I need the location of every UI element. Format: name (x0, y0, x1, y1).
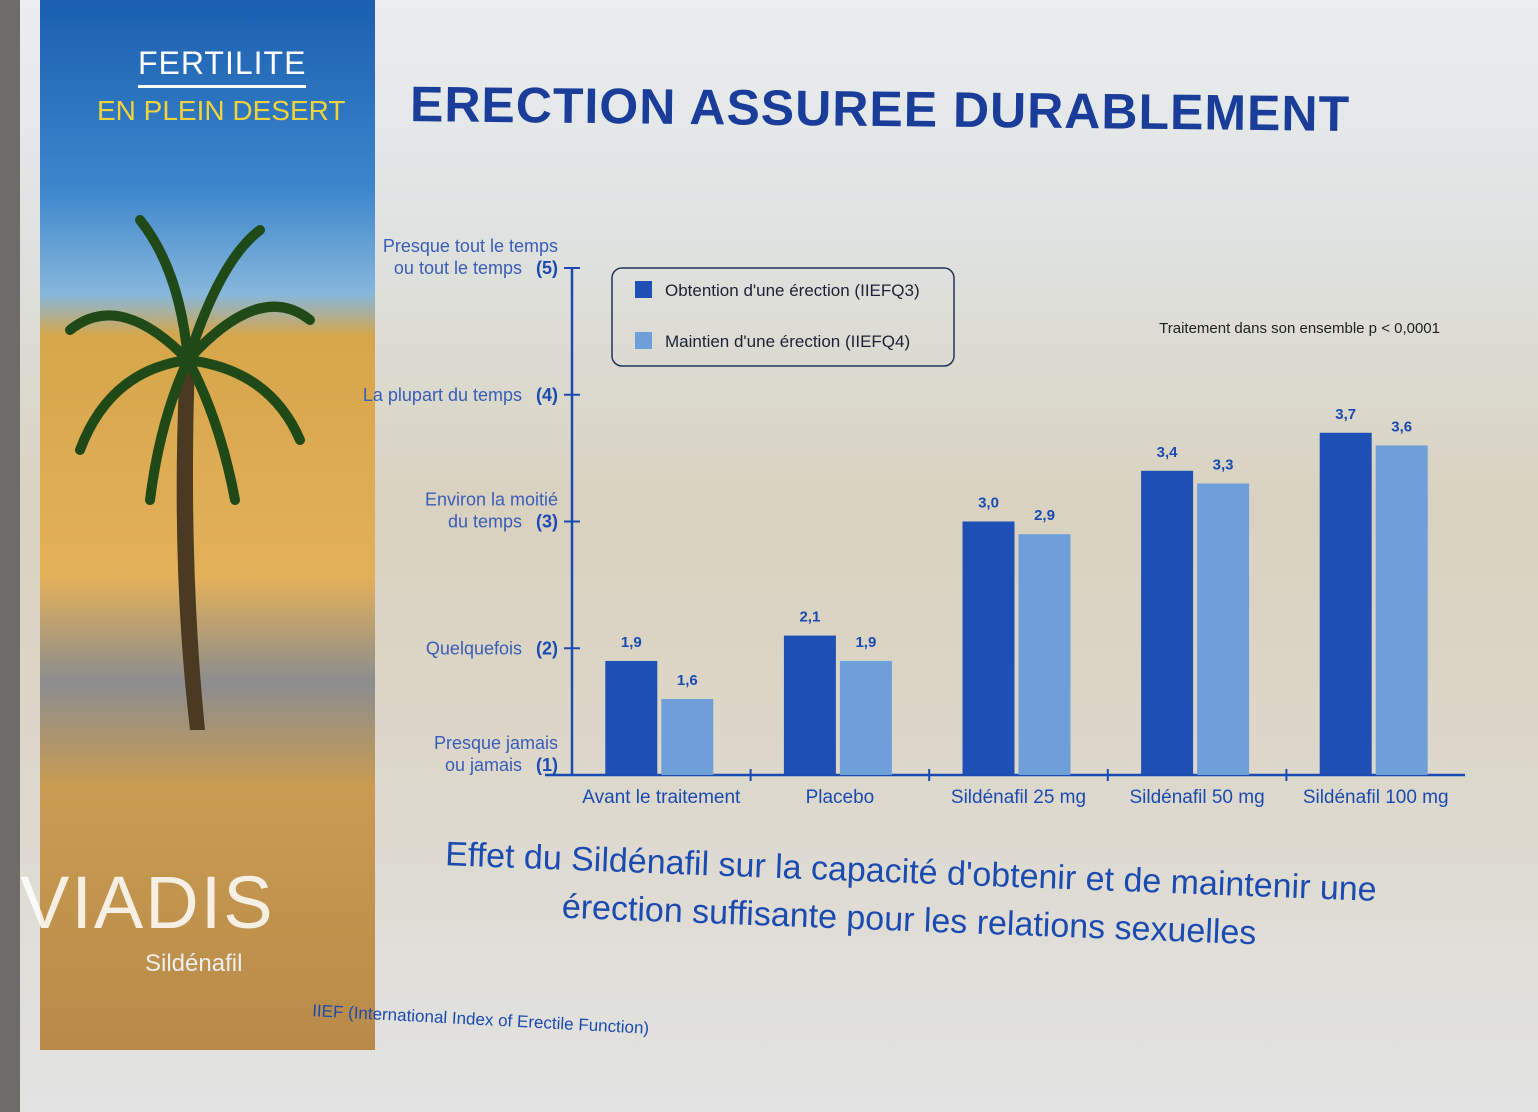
y-tick-number: (4) (536, 385, 558, 405)
bar-value-label: 1,6 (677, 672, 698, 689)
y-tick-label: La plupart du temps (363, 385, 522, 405)
bar (1319, 432, 1372, 775)
palm-tree-icon (65, 215, 315, 730)
y-tick-label: ou tout le temps (394, 258, 522, 278)
brand-line1: FERTILITE (138, 45, 307, 88)
bar-value-label: 3,6 (1391, 418, 1412, 435)
brand-line2: EN PLEIN DESERT (97, 95, 346, 126)
x-tick-label: Sildénafil 25 mg (951, 787, 1086, 808)
bar (962, 521, 1015, 775)
x-tick-label: Avant le traitement (582, 787, 741, 808)
y-tick-label: ou jamais (445, 755, 522, 775)
bar-value-label: 3,4 (1157, 444, 1179, 461)
legend-swatch (635, 332, 652, 349)
bar-value-label: 3,0 (978, 495, 999, 512)
product-logo: VIADIS (20, 861, 275, 944)
legend-label: Obtention d'une érection (IIEFQ3) (665, 281, 920, 300)
brand-panel (40, 0, 375, 1050)
bar-value-label: 2,9 (1034, 507, 1055, 524)
bar-value-label: 1,9 (855, 634, 876, 651)
x-tick-label: Sildénafil 50 mg (1129, 787, 1264, 808)
bar (1375, 445, 1428, 775)
bar (661, 698, 714, 775)
x-tick-label: Placebo (806, 787, 875, 808)
bar-value-label: 2,1 (799, 609, 820, 626)
y-tick-label: Presque tout le temps (383, 236, 558, 256)
y-tick-number: (1) (536, 755, 558, 775)
bar-value-label: 3,3 (1213, 456, 1234, 473)
y-tick-label: Presque jamais (434, 733, 558, 753)
bar (1018, 534, 1071, 775)
product-generic-name: Sildénafil (145, 950, 243, 977)
legend-box (611, 267, 955, 367)
bar (605, 660, 658, 775)
y-tick-number: (5) (536, 258, 558, 278)
bar-value-label: 3,7 (1335, 406, 1356, 423)
significance-annotation: Traitement dans son ensemble p < 0,0001 (1159, 320, 1440, 337)
y-tick-label: du temps (448, 512, 522, 532)
legend-label: Maintien d'une érection (IIEFQ4) (665, 332, 910, 351)
y-tick-label: Quelquefois (426, 638, 522, 658)
x-tick-label: Sildénafil 100 mg (1303, 787, 1449, 808)
bar (1197, 483, 1250, 775)
bar (839, 660, 892, 775)
y-tick-number: (2) (536, 638, 558, 658)
legend-swatch (635, 281, 652, 298)
bar-value-label: 1,9 (621, 634, 642, 651)
y-tick-number: (3) (536, 512, 558, 532)
bar (1141, 470, 1194, 775)
y-tick-label: Environ la moitié (425, 490, 558, 510)
bar (783, 635, 836, 775)
